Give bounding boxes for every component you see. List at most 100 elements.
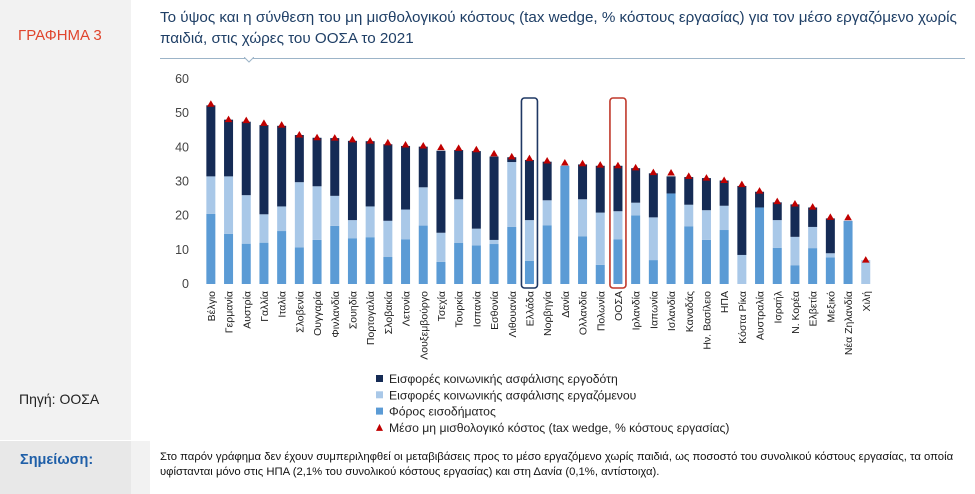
bar-segment [701,210,711,240]
bar-segment [507,162,517,227]
bar-segment [613,239,623,284]
x-tick-label: Σλοβενία [294,291,306,333]
total-marker [614,161,622,169]
bar-segment [347,220,357,239]
left-panel [0,0,131,440]
bar-segment [772,247,782,284]
bar-segment [224,233,234,284]
bar-segment [542,200,552,226]
bar-segment [277,125,287,207]
note-label-box: Σημείωση: [0,441,131,494]
x-tick-label: Γαλλία [259,291,271,322]
bar-segment [648,217,658,261]
bar-segment [524,159,534,221]
total-marker [808,203,817,210]
x-tick-label: Σλοβακία [383,291,395,334]
y-tick-label: 60 [175,72,189,86]
highlight-box [609,97,627,289]
legend-label: Εισφορές κοινωνικής ασφάλισης εργαζόμενο… [389,388,637,402]
total-marker [667,168,675,176]
x-tick-label: Μεξικό [825,291,837,323]
bar-segment [436,232,446,262]
x-tick-label: Λιθουανία [507,291,519,338]
bar-segment [524,220,534,261]
total-marker [384,138,392,146]
total-marker [295,131,304,138]
x-tick-label: Ην. Βασίλειο [701,291,713,350]
bar-segment [790,265,800,284]
bar-segment [489,244,499,284]
bar-segment [790,204,800,237]
bar-segment [454,199,464,243]
note-text-box: Στο παρόν γράφημα δεν έχουν συμπεριληφθε… [150,441,975,494]
bar-segment [825,253,835,258]
y-tick-label: 20 [175,209,189,223]
y-tick-label: 0 [182,277,189,291]
total-marker [437,143,445,151]
x-tick-label: Λουξεμβούργο [418,291,430,360]
x-tick-label: Τουρκία [454,291,466,327]
y-tick-label: 40 [175,140,189,154]
bar-segment [737,185,747,255]
x-tick-label: Νορβηγία [542,291,554,336]
highlight-box [520,97,539,289]
total-marker [490,149,498,157]
bar-segment [436,261,446,284]
x-tick-label: Κόστα Ρίκα [737,291,749,344]
bar-segment [719,180,729,206]
x-tick-label: Ιαπωνία [648,291,660,329]
bar-segment [294,135,304,183]
total-marker [844,213,852,221]
bar-segment [259,125,269,215]
bar-segment [595,165,605,213]
bar-segment [808,207,818,227]
bar-segment [365,237,375,284]
total-marker [631,163,640,171]
x-tick-label: Αυστρία [241,291,253,329]
legend-label: Φόρος εισοδήματος [389,405,496,419]
bar-segment [277,231,287,284]
bar-segment [542,225,552,284]
bar-segment [666,193,676,284]
x-tick-label: Αυστραλία [755,291,767,340]
bar-segment [631,168,641,203]
bar-segment [825,218,835,254]
bar-segment [401,239,411,284]
total-marker [578,159,587,167]
bar-segment [383,257,393,284]
bar-segment [365,206,375,238]
x-tick-label: Ισραήλ [772,290,784,323]
bar-segment [595,264,605,284]
bar-segment [206,176,216,214]
bar-segment [401,145,411,210]
bar-segment [277,206,287,232]
total-marker [596,161,605,168]
total-marker [454,144,463,151]
total-marker [755,187,764,194]
legend-marker [376,423,383,431]
total-marker [507,152,516,160]
bar-segment [578,236,588,284]
x-tick-label: Ελβετία [808,291,820,327]
total-marker [260,119,268,126]
bar-segment [507,226,517,284]
bar-segment [259,242,269,284]
x-tick-label: Πορτογαλία [365,291,377,345]
total-marker [242,116,251,124]
bar-segment [542,161,552,201]
x-tick-label: Δανία [560,291,572,318]
total-marker [277,121,286,128]
bar-segment [613,165,623,212]
total-marker [224,115,233,123]
title-block: Το ύψος και η σύνθεση του μη μισθολογικο… [160,4,965,59]
bar-segment [595,212,605,265]
legend-swatch [376,375,383,382]
total-marker [472,145,481,153]
y-tick-label: 30 [175,175,189,189]
x-tick-label: Χιλή [861,291,873,312]
bar-segment [401,209,411,240]
x-tick-label: Εσθονία [489,291,501,330]
total-marker [702,174,711,181]
bar-segment [224,119,234,177]
x-tick-label: Ισλανδία [666,291,678,331]
